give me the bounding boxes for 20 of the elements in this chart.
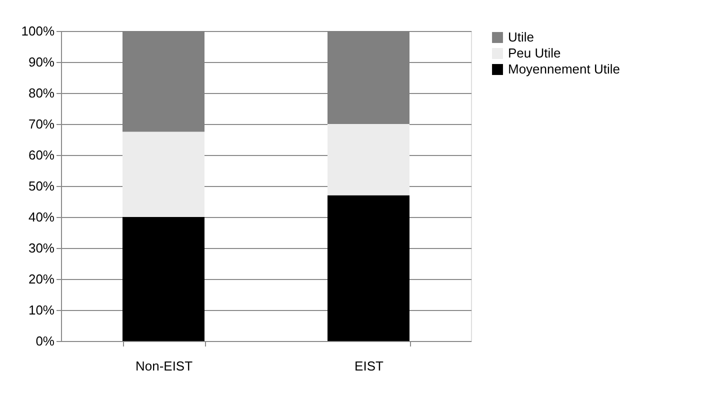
y-tick-label: 80% [28, 86, 55, 100]
x-tick-label: EIST [354, 358, 384, 374]
y-tick-label: 40% [28, 210, 55, 224]
y-tick-label: 20% [28, 272, 55, 286]
bar [328, 195, 410, 341]
bar [122, 217, 204, 341]
y-tick-label: 10% [28, 302, 55, 318]
y-tick-label: 70% [28, 116, 55, 132]
bar [122, 132, 204, 217]
y-tick-label: 0% [36, 334, 55, 348]
x-tick-label: Non-EIST [135, 358, 193, 374]
y-tick-label: 90% [28, 54, 55, 70]
y-tick-label: 50% [28, 178, 55, 194]
bar [328, 124, 410, 196]
legend-label: Moyennement Utile [508, 62, 620, 76]
y-tick-label: 60% [28, 148, 55, 162]
legend-label: Utile [508, 30, 534, 44]
y-tick-label: 30% [28, 240, 55, 256]
y-tick-label: 100% [21, 24, 55, 38]
legend-label: Peu Utile [508, 46, 561, 60]
